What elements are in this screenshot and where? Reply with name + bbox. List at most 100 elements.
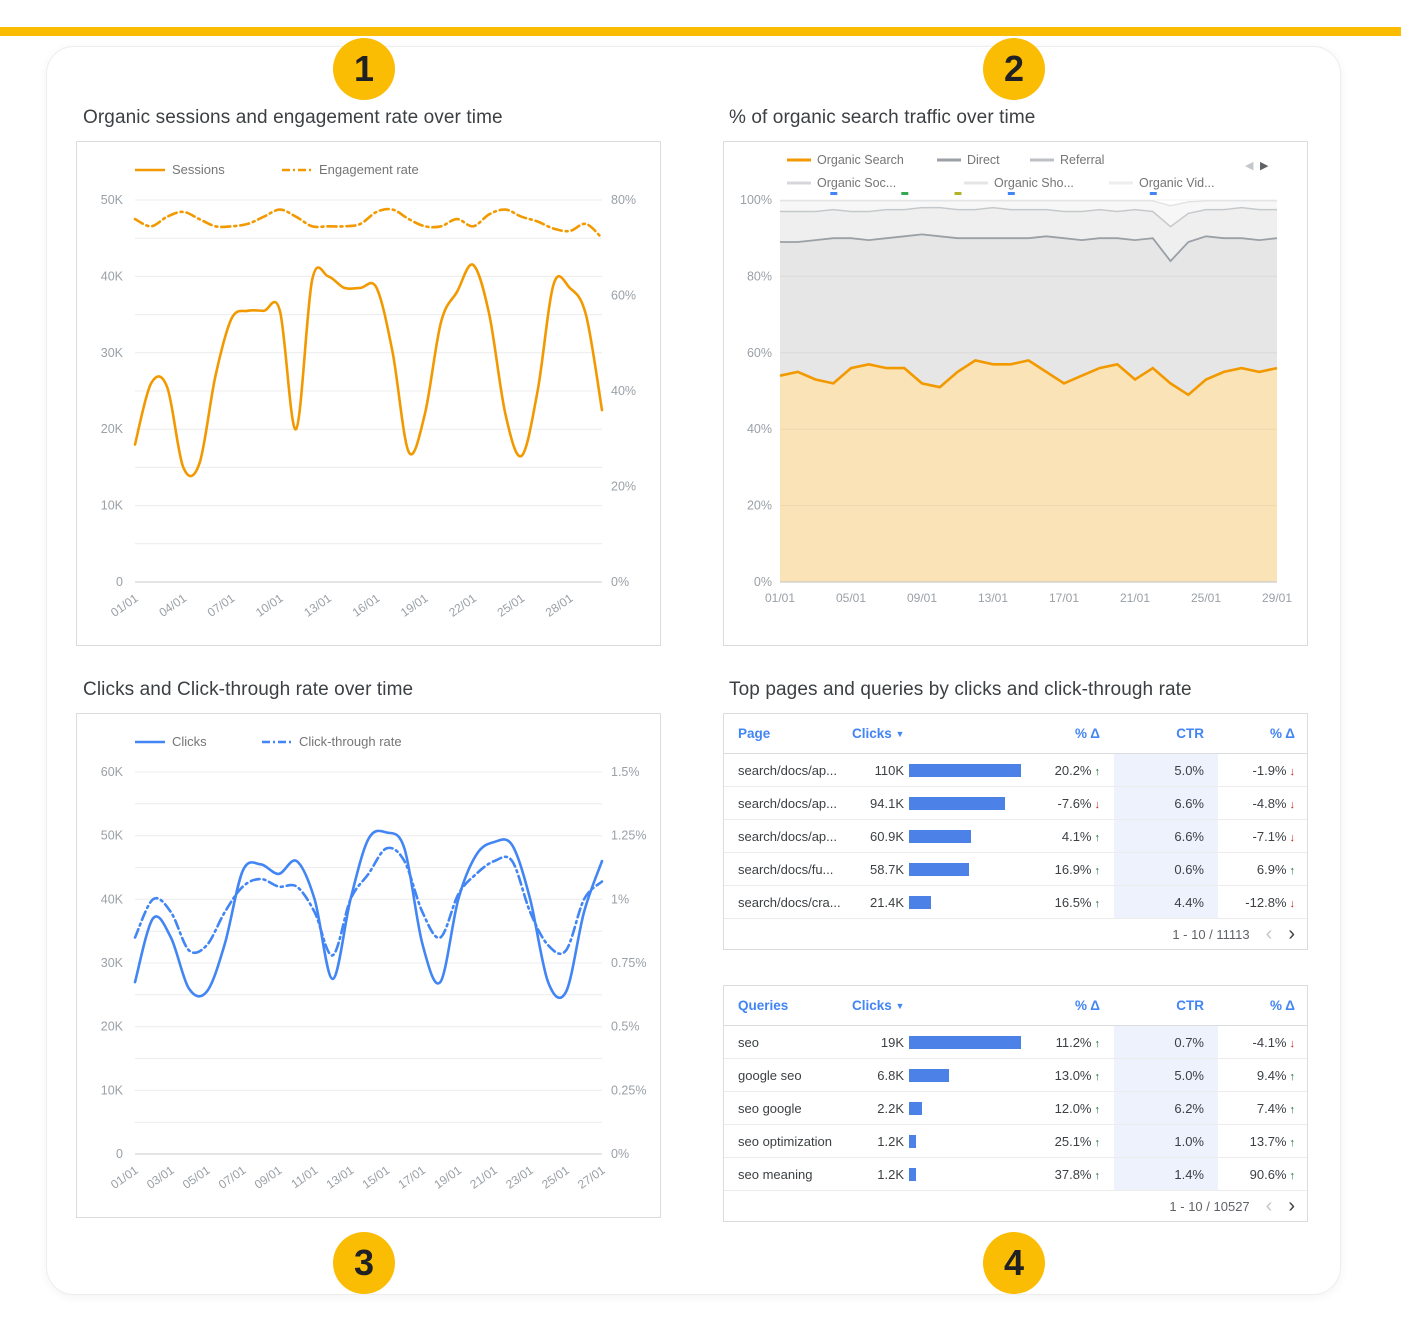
svg-text:40K: 40K — [101, 892, 124, 906]
delta-up-arrow-icon: ↑ — [1094, 1037, 1101, 1050]
step-badge-2: 2 — [983, 38, 1045, 100]
svg-text:20%: 20% — [611, 480, 636, 494]
delta-up-arrow-icon: ↑ — [1094, 831, 1101, 844]
svg-text:22/01: 22/01 — [446, 591, 479, 620]
pagination-range: 1 - 10 / 11113 — [1172, 926, 1250, 942]
clicks-cell: 1.2K — [852, 1167, 1030, 1182]
svg-text:17/01: 17/01 — [395, 1163, 428, 1192]
col-header-clicks[interactable]: Clicks ▼ — [852, 998, 905, 1013]
panel-title-traffic: % of organic search traffic over time — [729, 107, 1036, 128]
pagination-next-icon[interactable]: › — [1288, 1195, 1295, 1217]
svg-text:Clicks: Clicks — [172, 734, 207, 749]
svg-text:20%: 20% — [747, 499, 772, 513]
pagination-prev-icon[interactable]: ‹ — [1265, 1195, 1273, 1217]
svg-text:07/01: 07/01 — [216, 1163, 249, 1192]
svg-text:20K: 20K — [101, 1020, 124, 1034]
svg-text:01/01: 01/01 — [765, 591, 795, 605]
delta-down-arrow-icon: ↓ — [1094, 798, 1101, 811]
delta-up-arrow-icon: ↑ — [1289, 1136, 1296, 1149]
ctr-cell: 5.0% — [1114, 754, 1218, 786]
sort-desc-icon: ▼ — [895, 1000, 905, 1011]
svg-text:Referral: Referral — [1060, 153, 1104, 167]
svg-text:60%: 60% — [611, 289, 636, 303]
svg-text:21/01: 21/01 — [467, 1163, 500, 1192]
delta-up-arrow-icon: ↑ — [1289, 864, 1296, 877]
col-header-delta: % Δ — [1075, 998, 1100, 1013]
ctr-cell: 0.7% — [1114, 1026, 1218, 1058]
col-header-clicks[interactable]: Clicks ▼ — [852, 726, 905, 741]
row-label: seo optimization — [738, 1133, 832, 1149]
svg-text:0: 0 — [116, 575, 123, 589]
top-accent-bar — [0, 27, 1401, 36]
svg-text:01/01: 01/01 — [108, 591, 141, 620]
row-label: search/docs/cra... — [738, 894, 841, 910]
delta-cell: 25.1% ↑ — [1054, 1133, 1101, 1149]
sessions-line-chart: 0 10K 20K 30K 40K 50K 0% 20% 40% 60% 80% 01/01 04/01… — [101, 162, 636, 620]
table-row: seo meaning 1.2K 37.8% ↑ 1.4% 90.6% ↑ — [724, 1158, 1307, 1191]
clicks-bar — [909, 1101, 922, 1115]
svg-text:Sessions: Sessions — [172, 162, 225, 177]
clicks-cell: 94.1K — [852, 796, 1030, 811]
ctr-cell: 4.4% — [1114, 886, 1218, 918]
table-row: search/docs/ap... 94.1K -7.6% ↓ 6.6% -4.8% ↓ — [724, 787, 1307, 820]
clicks-cell: 2.2K — [852, 1101, 1030, 1116]
clicks-cell: 60.9K — [852, 829, 1030, 844]
delta-cell: 16.9% ↑ — [1054, 861, 1100, 877]
ctr-delta-cell: 9.4% ↑ — [1256, 1067, 1295, 1083]
svg-text:25/01: 25/01 — [539, 1163, 572, 1192]
svg-text:19/01: 19/01 — [398, 591, 431, 620]
pagination-prev-icon[interactable]: ‹ — [1265, 923, 1273, 945]
clicks-chart-card: 0 10K 20K 30K 40K 50K 60K 0% 0.25% 0.5% 0.75% 1% 1.2… — [76, 713, 661, 1218]
ctr-delta-cell: 90.6% ↑ — [1249, 1166, 1296, 1182]
clicks-bar — [909, 1068, 949, 1082]
svg-text:09/01: 09/01 — [907, 591, 937, 605]
svg-text:03/01: 03/01 — [144, 1163, 177, 1192]
delta-up-arrow-icon: ↑ — [1094, 1136, 1101, 1149]
legend-prev-arrow-icon[interactable]: ◀ — [1245, 160, 1254, 172]
svg-text:20K: 20K — [101, 422, 124, 436]
panel-title-clicks: Clicks and Click-through rate over time — [83, 679, 414, 700]
ctr-delta-cell: -4.8% ↓ — [1252, 795, 1296, 811]
clicks-bar — [909, 1035, 1021, 1049]
clicks-cell: 21.4K — [852, 895, 1030, 910]
panel-title-tables: Top pages and queries by clicks and clic… — [729, 679, 1192, 700]
delta-down-arrow-icon: ↓ — [1289, 831, 1296, 844]
svg-text:19/01: 19/01 — [431, 1163, 464, 1192]
table-row: seo optimization 1.2K 25.1% ↑ 1.0% 13.7% ↑ — [724, 1125, 1307, 1158]
panel-title-sessions: Organic sessions and engagement rate ove… — [83, 107, 503, 128]
svg-text:28/01: 28/01 — [543, 591, 576, 620]
delta-up-arrow-icon: ↑ — [1289, 1169, 1296, 1182]
svg-text:80%: 80% — [611, 193, 636, 207]
legend-next-arrow-icon[interactable]: ▶ — [1260, 160, 1269, 172]
svg-text:25/01: 25/01 — [1191, 591, 1221, 605]
delta-down-arrow-icon: ↓ — [1289, 798, 1296, 811]
svg-text:1%: 1% — [611, 892, 629, 906]
pagination-range: 1 - 10 / 10527 — [1169, 1198, 1250, 1214]
pagination-next-icon[interactable]: › — [1288, 923, 1295, 945]
ctr-cell: 1.4% — [1114, 1158, 1218, 1190]
svg-text:23/01: 23/01 — [503, 1163, 536, 1192]
svg-text:Organic Soc...: Organic Soc... — [817, 176, 896, 190]
ctr-cell: 6.2% — [1114, 1092, 1218, 1124]
svg-text:10K: 10K — [101, 1083, 124, 1097]
svg-text:0.25%: 0.25% — [611, 1083, 646, 1097]
clicks-cell: 19K — [852, 1035, 1030, 1050]
svg-text:05/01: 05/01 — [180, 1163, 213, 1192]
traffic-chart-card: 0% 20% 40% 60% 80% 100% 01/01 05/01 09/01 13/01 17… — [723, 141, 1308, 646]
svg-text:10/01: 10/01 — [253, 591, 286, 620]
row-label: search/docs/ap... — [738, 795, 837, 811]
svg-text:1.5%: 1.5% — [611, 765, 640, 779]
svg-text:60%: 60% — [747, 346, 772, 360]
col-header-label: Queries — [738, 998, 789, 1013]
col-header-ctr: CTR — [1176, 998, 1204, 1013]
table-header-row: Page Clicks ▼ % Δ CTR % Δ — [724, 714, 1307, 754]
table-pagination: 1 - 10 / 10527 ‹ › — [724, 1191, 1307, 1221]
svg-text:40%: 40% — [611, 384, 636, 398]
svg-text:40K: 40K — [101, 269, 124, 283]
svg-text:Organic Sho...: Organic Sho... — [994, 176, 1074, 190]
svg-text:50K: 50K — [101, 829, 124, 843]
traffic-stacked-area-chart: 0% 20% 40% 60% 80% 100% 01/01 05/01 09/01 13/01 17… — [740, 153, 1292, 605]
table-row: seo 19K 11.2% ↑ 0.7% -4.1% ↓ — [724, 1026, 1307, 1059]
delta-cell: -7.6% ↓ — [1057, 795, 1101, 811]
delta-cell: 37.8% ↑ — [1054, 1166, 1100, 1182]
